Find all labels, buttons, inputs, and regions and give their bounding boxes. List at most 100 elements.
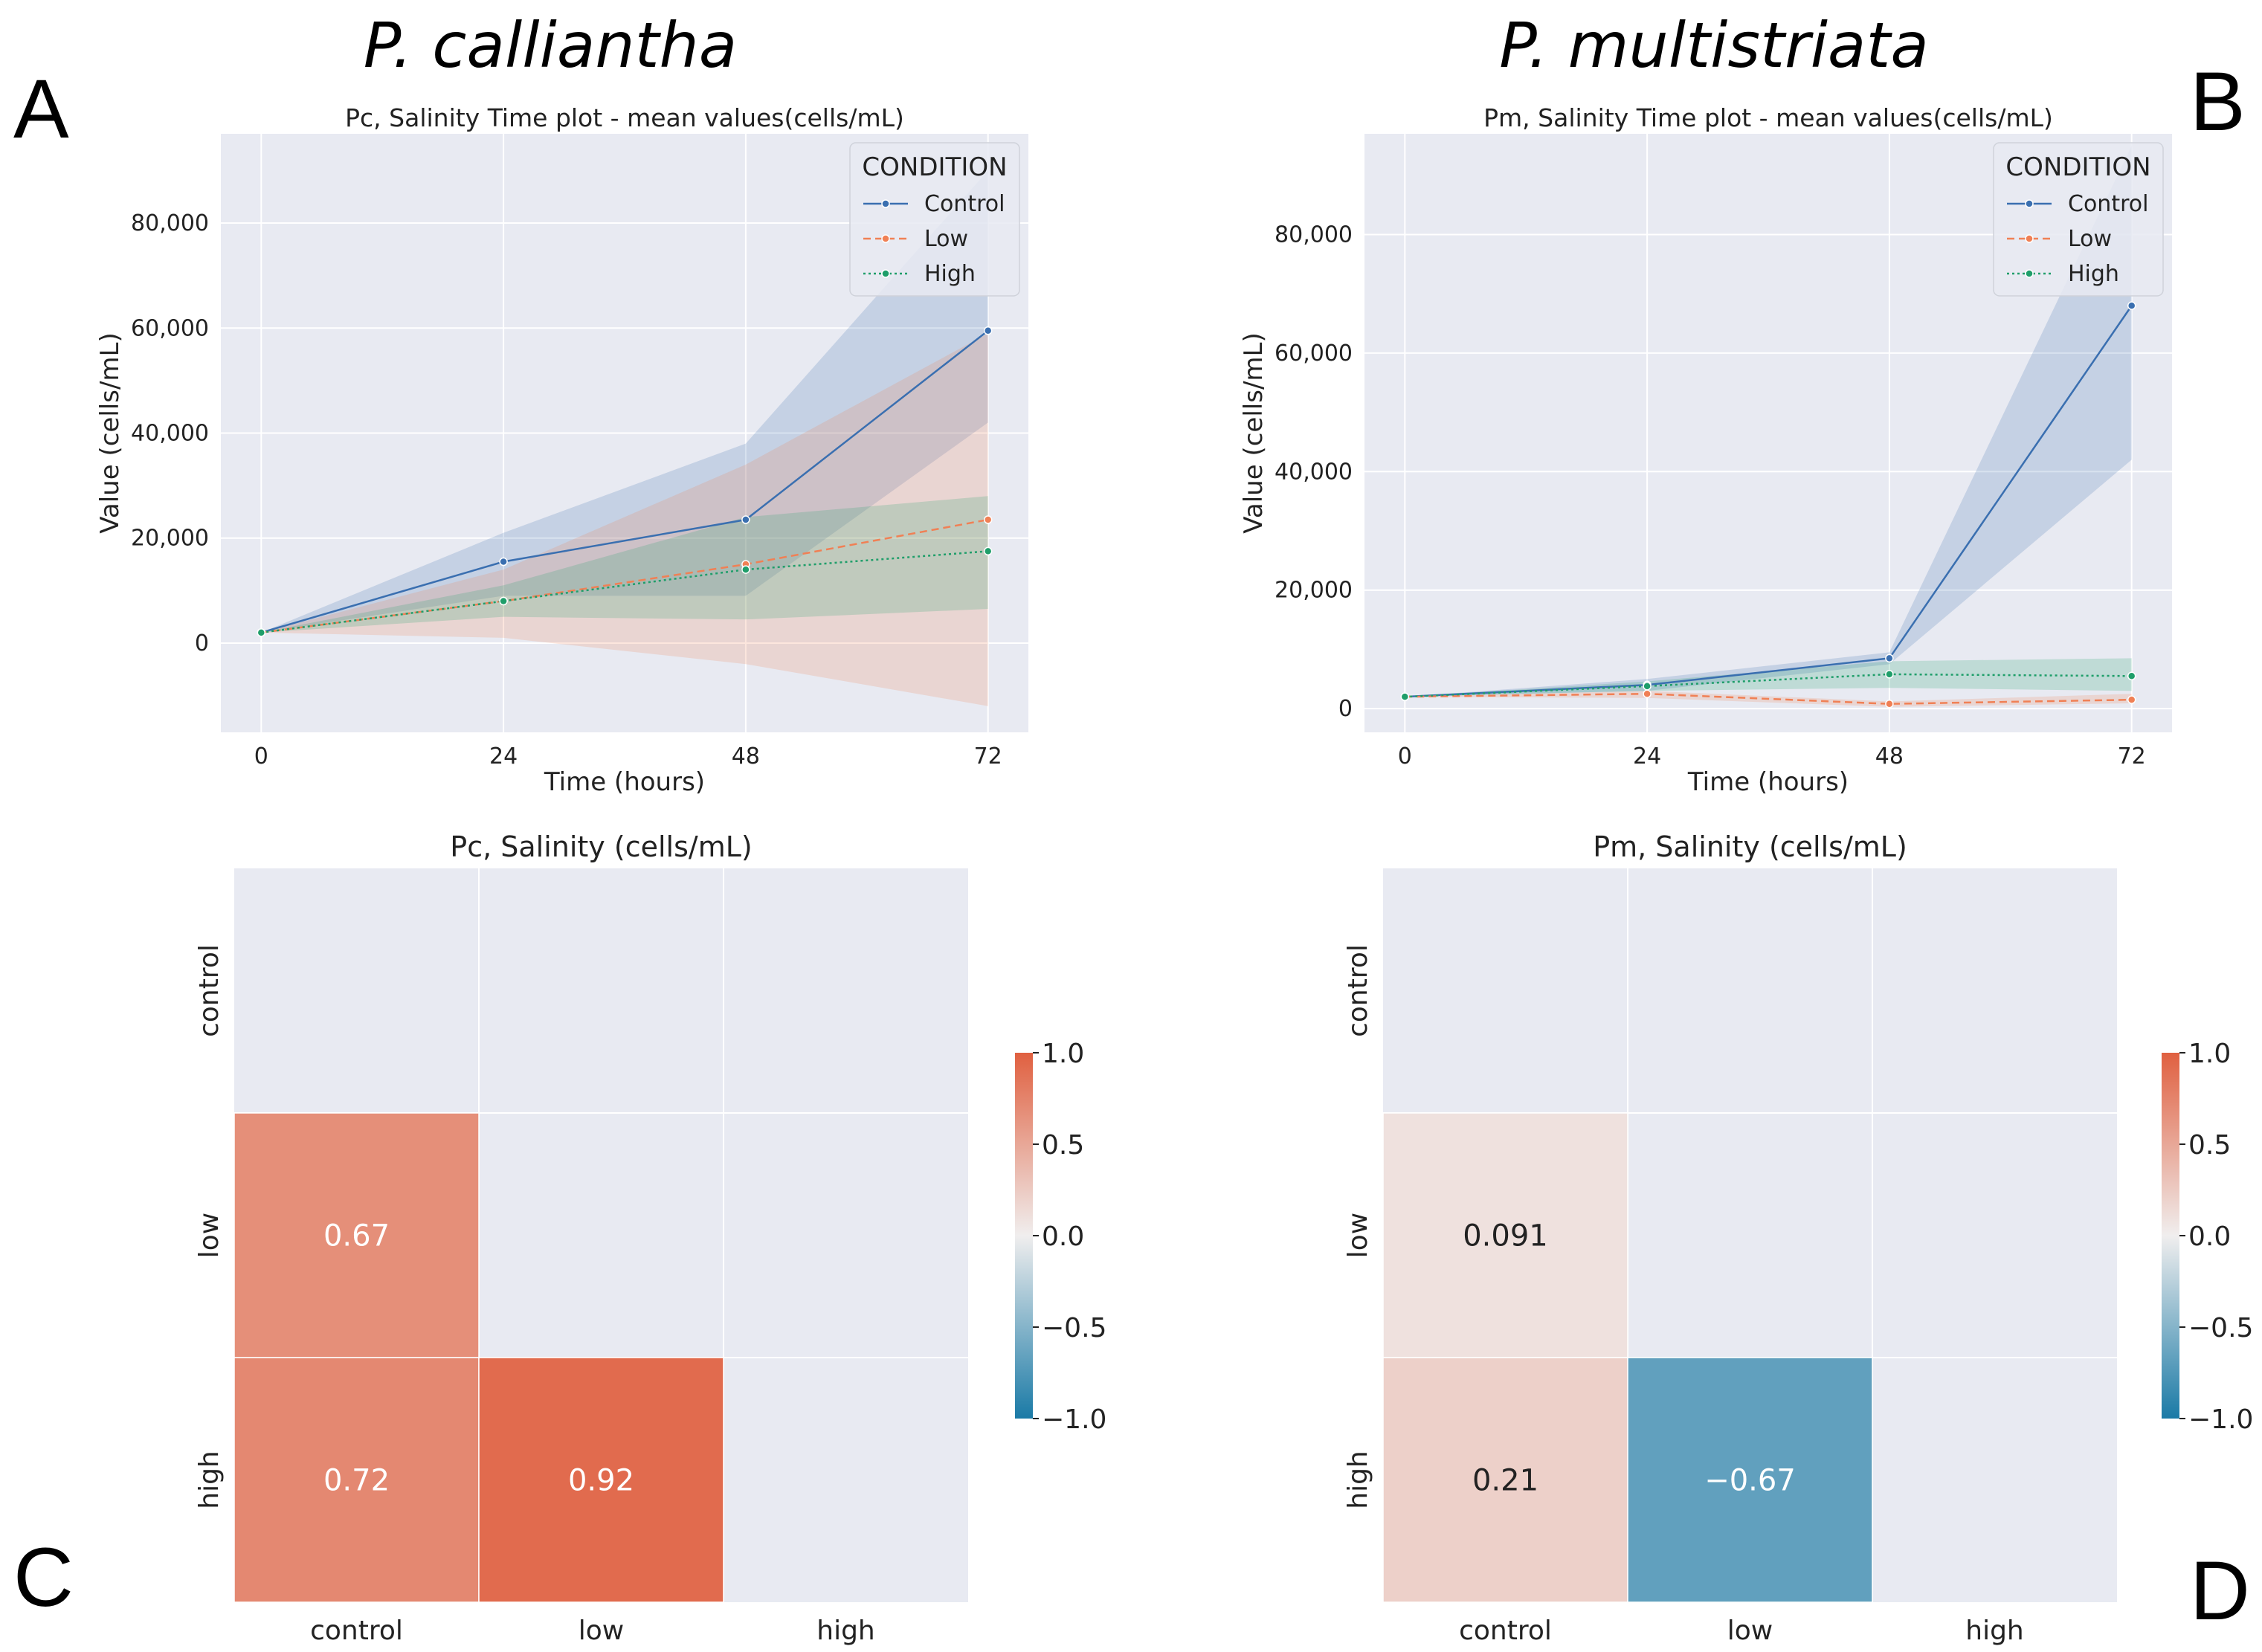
- y-category-label: high: [194, 1451, 225, 1509]
- data-point-control: [499, 557, 508, 567]
- y-category-label: high: [1343, 1451, 1373, 1509]
- y-tick-label: 40,000: [131, 421, 209, 447]
- x-category-label: low: [1727, 1616, 1773, 1646]
- heatmap-cell-label: 0.21: [1472, 1464, 1538, 1498]
- data-point-control: [2127, 301, 2136, 310]
- heatmap-cell-label: 0.72: [323, 1464, 390, 1498]
- ci-band-control: [1405, 145, 2132, 697]
- x-tick-label: 24: [1633, 743, 1661, 769]
- panel-letter-b: B: [2190, 55, 2246, 148]
- chart-title: Pc, Salinity (cells/mL): [450, 830, 752, 863]
- data-point-high: [499, 596, 508, 606]
- x-tick-label: 48: [732, 743, 760, 769]
- series-line-high: [1405, 673, 2132, 698]
- legend-label-high: High: [924, 261, 976, 287]
- x-category-label: high: [1965, 1616, 2024, 1646]
- x-category-label: control: [1459, 1616, 1552, 1646]
- series-line-control: [260, 329, 989, 634]
- ci-band-low: [261, 333, 988, 706]
- x-tick-label: 0: [1398, 743, 1412, 769]
- x-tick-label: 0: [254, 743, 268, 769]
- data-point-high: [2127, 671, 2136, 681]
- colorbar-tick-label: 1.0: [2188, 1039, 2231, 1069]
- data-point-high: [1643, 682, 1652, 691]
- series-line-high: [261, 550, 988, 634]
- y-category-label: control: [1343, 944, 1373, 1037]
- panel-letter-a: A: [13, 62, 69, 155]
- colorbar: [2162, 1053, 2179, 1419]
- data-point-low: [983, 515, 993, 524]
- legend-label-control: Control: [924, 191, 1005, 217]
- legend-marker-low: [881, 234, 890, 243]
- colorbar-tick-label: −1.0: [1042, 1404, 1106, 1435]
- ci-band-control: [261, 170, 988, 633]
- heatmap-cell-label: 0.091: [1463, 1219, 1548, 1253]
- x-category-label: control: [310, 1616, 403, 1646]
- y-category-label: low: [1343, 1213, 1373, 1258]
- x-category-label: high: [816, 1616, 875, 1646]
- species-title-right: P. multistriata: [1499, 9, 1929, 82]
- panel-letter-d: D: [2190, 1544, 2250, 1637]
- y-category-label: low: [194, 1213, 225, 1258]
- y-axis-label: Value (cells/mL): [1239, 332, 1269, 533]
- legend-marker-control: [881, 199, 890, 208]
- chart-title: Pc, Salinity Time plot - mean values(cel…: [345, 103, 904, 132]
- legend: CONDITION Control Low High: [849, 142, 1020, 297]
- legend: CONDITION Control Low High: [1993, 142, 2164, 297]
- data-point-high: [257, 628, 266, 637]
- y-tick-label: 0: [195, 630, 209, 656]
- x-axis-label: Time (hours): [1687, 767, 1849, 797]
- data-point-control: [1885, 654, 1894, 663]
- data-point-control: [983, 326, 993, 335]
- x-tick-label: 72: [2118, 743, 2146, 769]
- legend-marker-control: [2025, 199, 2034, 208]
- data-point-high: [741, 565, 750, 574]
- legend-label-low: Low: [2068, 226, 2112, 252]
- data-point-high: [983, 546, 993, 556]
- heatmap-cell: [1382, 1357, 1628, 1603]
- colorbar-tick-label: 0.0: [1042, 1222, 1084, 1252]
- legend-label-control: Control: [2068, 191, 2148, 217]
- y-tick-label: 60,000: [131, 315, 209, 341]
- legend-box: [1993, 142, 2164, 297]
- legend-marker-high: [881, 269, 890, 278]
- colorbar-tick-label: 0.5: [2188, 1130, 2231, 1161]
- heatmap-cell: [1382, 1112, 1628, 1358]
- heatmap-d: 0.091 0.21 −0.67 Pm, Salinity (cells/mL) con…: [1343, 830, 2253, 1646]
- series-line-low: [1405, 692, 2132, 705]
- x-tick-label: 72: [974, 743, 1002, 769]
- data-point-control: [741, 515, 750, 524]
- data-point-low: [2127, 695, 2136, 704]
- x-category-label: low: [579, 1616, 624, 1646]
- heatmap-cell: [478, 1357, 724, 1603]
- heatmap-c: 0.67 0.72 0.92 Pc, Salinity (cells/mL) contr…: [194, 830, 1106, 1646]
- heatmap-cell-label: −0.67: [1704, 1464, 1796, 1498]
- chart-title: Pm, Salinity Time plot - mean values(cel…: [1483, 103, 2053, 132]
- colorbar-tick-label: −0.5: [1042, 1313, 1106, 1343]
- heatmap-cell: [233, 1357, 480, 1603]
- heatmap-cell-label: 0.92: [568, 1464, 634, 1498]
- legend-title: CONDITION: [2005, 152, 2150, 182]
- y-tick-label: 60,000: [1275, 341, 1353, 367]
- legend-marker-high: [2025, 269, 2034, 278]
- legend-label-low: Low: [924, 226, 968, 252]
- colorbar-tick-label: −1.0: [2188, 1404, 2253, 1435]
- colorbar: [1015, 1053, 1033, 1419]
- legend-box: [849, 142, 1020, 297]
- y-tick-label: 80,000: [1275, 222, 1353, 248]
- legend-title: CONDITION: [862, 152, 1007, 182]
- line-chart-a: Pc, Salinity Time plot - mean values(cel…: [95, 103, 1028, 797]
- colorbar-tick-label: 0.5: [1042, 1130, 1084, 1161]
- colorbar-tick-label: 0.0: [2188, 1222, 2231, 1252]
- y-tick-label: 0: [1338, 696, 1353, 722]
- line-chart-b: Pm, Salinity Time plot - mean values(cel…: [1239, 103, 2172, 797]
- colorbar-tick-label: −0.5: [2188, 1313, 2253, 1343]
- heatmap-cell-label: 0.67: [323, 1219, 390, 1253]
- panel-letter-c: C: [13, 1531, 74, 1624]
- y-axis-label: Value (cells/mL): [95, 332, 125, 533]
- data-point-low: [1643, 689, 1652, 698]
- y-tick-label: 20,000: [131, 526, 209, 552]
- data-point-low: [1885, 699, 1894, 709]
- x-tick-label: 24: [489, 743, 518, 769]
